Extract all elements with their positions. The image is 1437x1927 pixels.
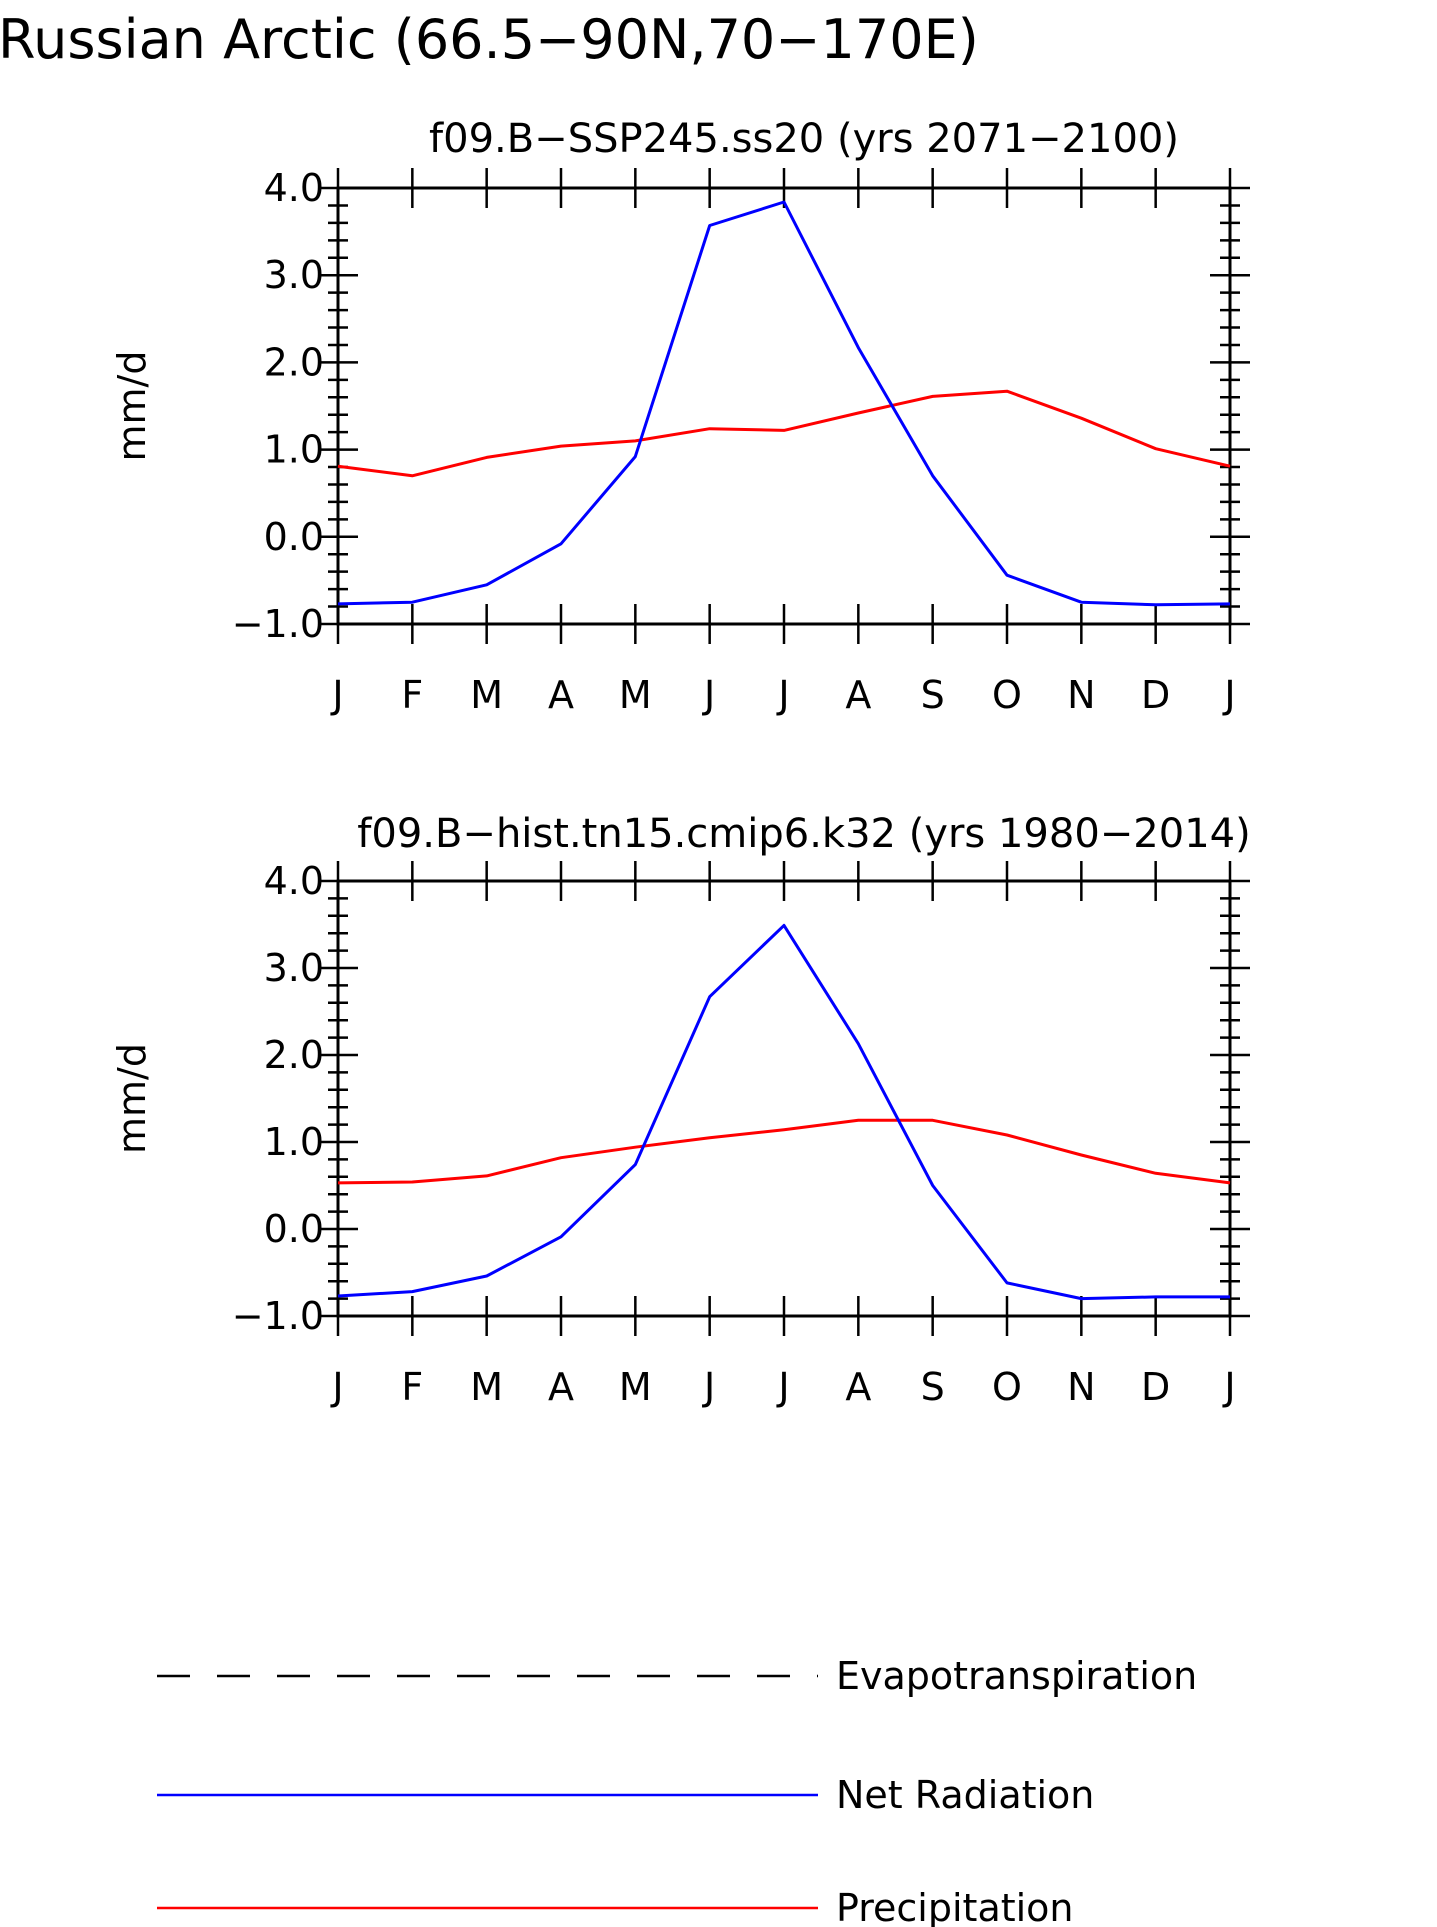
x-tick-label: F <box>401 1365 423 1409</box>
series-line-net-radiation <box>337 200 1231 607</box>
x-tick-label: J <box>1222 1365 1235 1409</box>
x-tick-label: O <box>992 1365 1022 1409</box>
legend-item: Evapotranspiration <box>157 1654 1197 1698</box>
chart-panel-1: f09.B−SSP245.ss20 (yrs 2071−2100) −1.0 0.0… <box>110 116 1250 717</box>
y-tick-label: 0.0 <box>264 1207 324 1251</box>
x-tick-label: J <box>330 673 343 717</box>
x-tick-label: J <box>330 1365 343 1409</box>
x-tick-label: N <box>1067 673 1095 717</box>
legend-label: Precipitation <box>836 1886 1074 1927</box>
x-tick-label: O <box>992 673 1022 717</box>
y-tick-label: 2.0 <box>264 1033 324 1077</box>
x-tick-label: J <box>702 1365 715 1409</box>
legend-label: Net Radiation <box>836 1773 1094 1817</box>
y-tick-label: −1.0 <box>232 602 324 646</box>
main-title: Russian Arctic (66.5−90N,70−170E) <box>0 8 979 71</box>
x-tick-label: D <box>1141 1365 1170 1409</box>
x-tick-label: M <box>470 673 503 717</box>
x-tick-label: J <box>776 1365 789 1409</box>
y-axis-label: mm/d <box>110 351 154 462</box>
panels: f09.B−SSP245.ss20 (yrs 2071−2100) −1.0 0.0… <box>110 116 1251 1409</box>
legend-item: Net Radiation <box>157 1773 1094 1817</box>
x-tick-label: M <box>619 1365 652 1409</box>
panel-title: f09.B−hist.tn15.cmip6.k32 (yrs 1980−2014… <box>357 811 1250 857</box>
legend-label: Evapotranspiration <box>836 1654 1197 1698</box>
x-tick-label: J <box>776 673 789 717</box>
y-tick-label: 3.0 <box>264 946 324 990</box>
legend-item: Precipitation <box>157 1886 1074 1927</box>
y-tick-label: 4.0 <box>264 166 324 210</box>
plot-frame <box>336 879 1232 1318</box>
x-tick-label: A <box>548 673 574 717</box>
x-tick-label: A <box>548 1365 574 1409</box>
x-tick-label: N <box>1067 1365 1095 1409</box>
y-tick-label: 1.0 <box>264 428 324 472</box>
legend: Evapotranspiration Net Radiation Precipita… <box>157 1654 1197 1927</box>
y-axis-label: mm/d <box>110 1043 154 1154</box>
series-line-precipitation <box>337 389 1231 478</box>
x-tick-label: A <box>845 673 871 717</box>
x-tick-label: D <box>1141 673 1170 717</box>
x-tick-label: J <box>702 673 715 717</box>
y-tick-label: 4.0 <box>264 859 324 903</box>
x-tick-label: F <box>401 673 423 717</box>
panel-title: f09.B−SSP245.ss20 (yrs 2071−2100) <box>429 116 1179 162</box>
x-tick-label: S <box>921 673 945 717</box>
series-line-precipitation <box>337 1118 1231 1185</box>
x-tick-label: M <box>470 1365 503 1409</box>
x-tick-label: J <box>1222 673 1235 717</box>
y-tick-label: −1.0 <box>232 1294 324 1338</box>
plot-frame <box>336 186 1232 626</box>
x-tick-label: A <box>845 1365 871 1409</box>
y-tick-label: 0.0 <box>264 515 324 559</box>
y-tick-label: 1.0 <box>264 1120 324 1164</box>
chart-panel-2: f09.B−hist.tn15.cmip6.k32 (yrs 1980−2014… <box>110 811 1251 1409</box>
series-line-net-radiation <box>337 923 1230 1301</box>
y-tick-label: 3.0 <box>264 253 324 297</box>
x-tick-label: M <box>619 673 652 717</box>
x-tick-label: S <box>921 1365 945 1409</box>
y-tick-label: 2.0 <box>264 340 324 384</box>
